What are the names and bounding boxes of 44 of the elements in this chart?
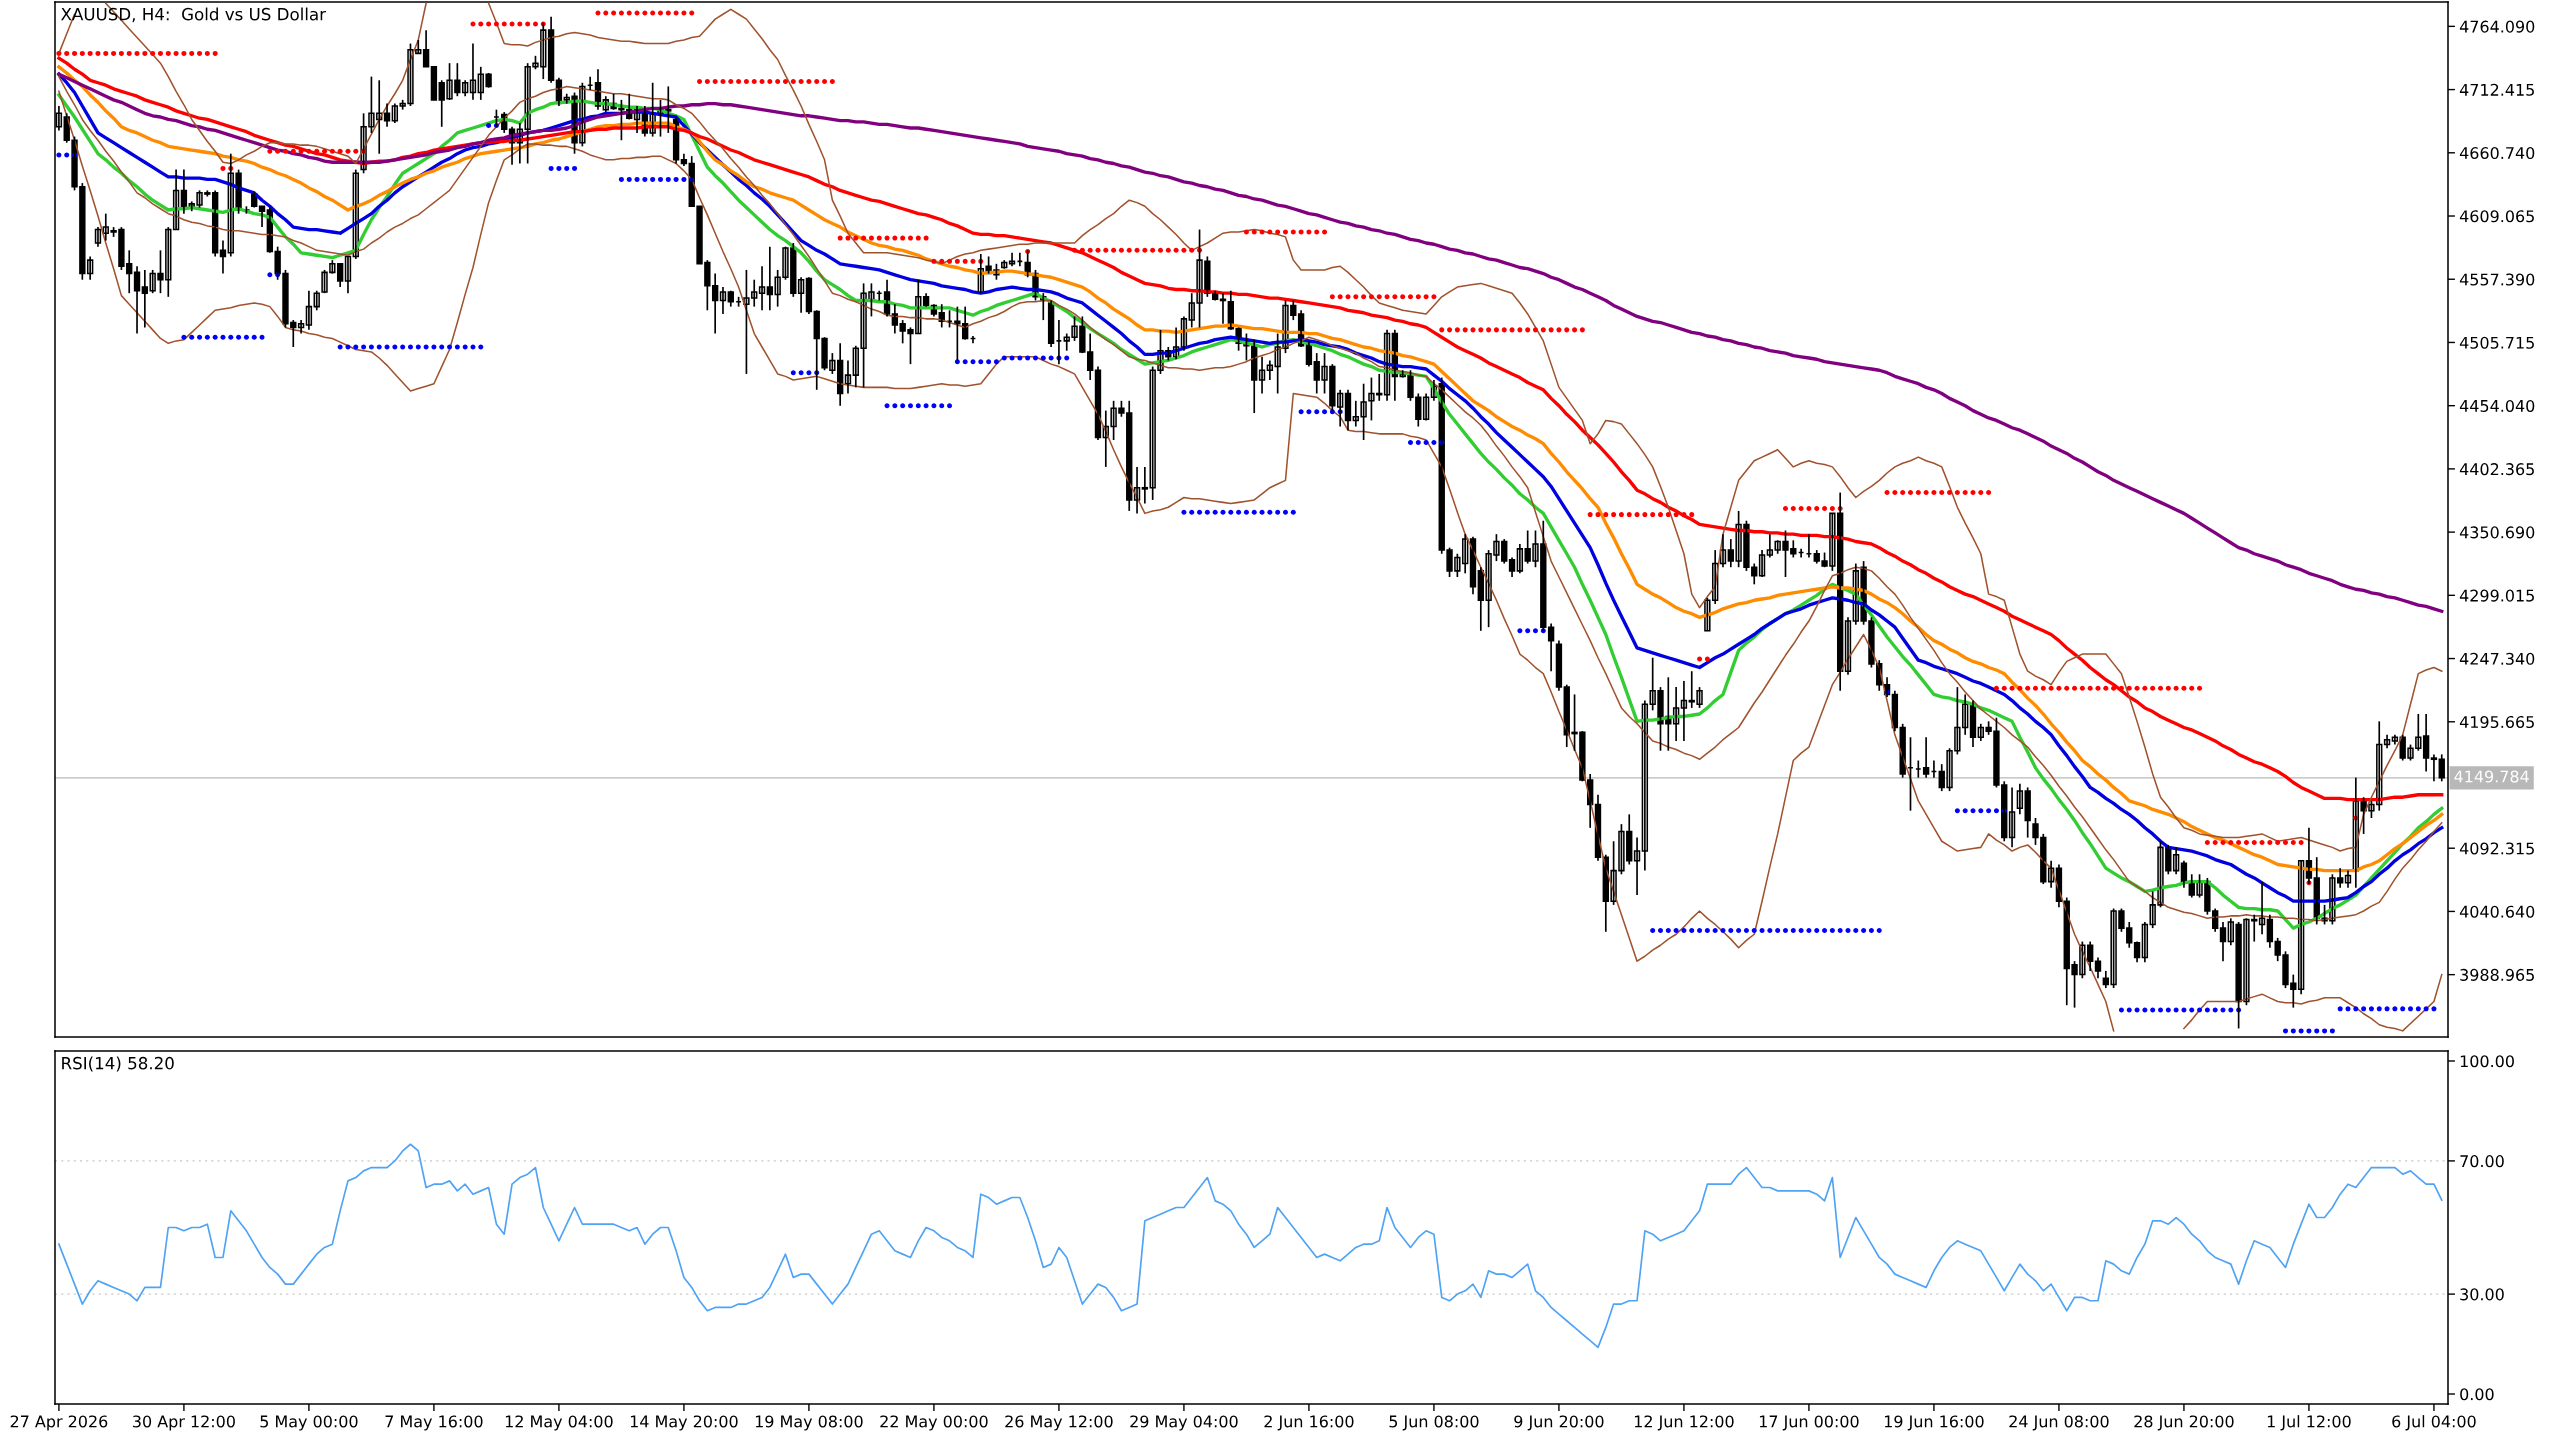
line-series (57, 72, 2444, 613)
x-tick-label: 7 May 16:00 (385, 1415, 483, 1431)
x-tick-label: 14 May 20:00 (630, 1415, 738, 1431)
y-tick-label: 0.00 (2460, 1388, 2494, 1401)
y-tick-label: 4402.365 (2459, 463, 2534, 476)
chart-title: RSI(14) 58.20 (62, 1056, 174, 1072)
y-tick-label: 4660.740 (2459, 147, 2535, 160)
x-tick-label: 26 May 12:00 (1005, 1415, 1113, 1431)
y-tick-label: 4040.640 (2459, 905, 2535, 918)
y-tick-label: 4299.015 (2459, 589, 2534, 602)
y-tick-label: 4454.040 (2459, 399, 2535, 412)
y-tick-label: 3988.965 (2460, 968, 2534, 981)
x-tick-label: 12 Jun 12:00 (1634, 1415, 1734, 1431)
y-tick-label: 4350.690 (2459, 526, 2535, 539)
y-tick-label: 70.00 (2460, 1155, 2504, 1168)
x-tick-label: 5 Jun 08:00 (1389, 1415, 1479, 1431)
y-tick-label: 4609.065 (2459, 210, 2534, 223)
candlestick (430, 66, 438, 101)
x-tick-label: 17 Jun 00:00 (1759, 1415, 1859, 1431)
y-tick-label: 4764.090 (2459, 20, 2535, 33)
y-tick-label: 4557.390 (2459, 273, 2535, 286)
x-tick-label: 28 Jun 20:00 (2134, 1415, 2234, 1431)
x-tick-label: 2 Jun 16:00 (1264, 1415, 1354, 1431)
x-tick-label: 19 Jun 16:00 (1884, 1415, 1984, 1431)
x-tick-label: 29 May 04:00 (1130, 1415, 1238, 1431)
y-tick-label: 100.00 (2460, 1055, 2514, 1068)
y-tick-label: 4195.665 (2459, 715, 2534, 729)
x-tick-label: 22 May 00:00 (880, 1415, 988, 1431)
y-tick-label: 4712.415 (2459, 83, 2534, 96)
x-tick-label: 30 Apr 12:00 (133, 1415, 235, 1431)
line-series (58, 1143, 2443, 1349)
x-tick-label: 9 Jun 20:00 (1514, 1415, 1604, 1431)
y-tick-label: 4505.715 (2459, 336, 2534, 349)
ref-line-label: 4149.784 (2454, 770, 2529, 783)
x-tick-label: 6 Jul 04:00 (2392, 1415, 2476, 1431)
x-tick-label: 24 Jun 08:00 (2009, 1415, 2109, 1431)
x-tick-label: 1 Jul 12:00 (2267, 1415, 2351, 1431)
x-tick-label: 19 May 08:00 (755, 1415, 863, 1431)
x-tick-label: 5 May 00:00 (260, 1415, 358, 1431)
y-tick-label: 30.00 (2460, 1288, 2504, 1301)
y-tick-label: 4247.340 (2459, 652, 2535, 665)
x-tick-label: 27 Apr 2026 (10, 1415, 108, 1431)
y-tick-label: 4092.315 (2459, 842, 2534, 855)
x-tick-label: 12 May 04:00 (505, 1415, 613, 1431)
